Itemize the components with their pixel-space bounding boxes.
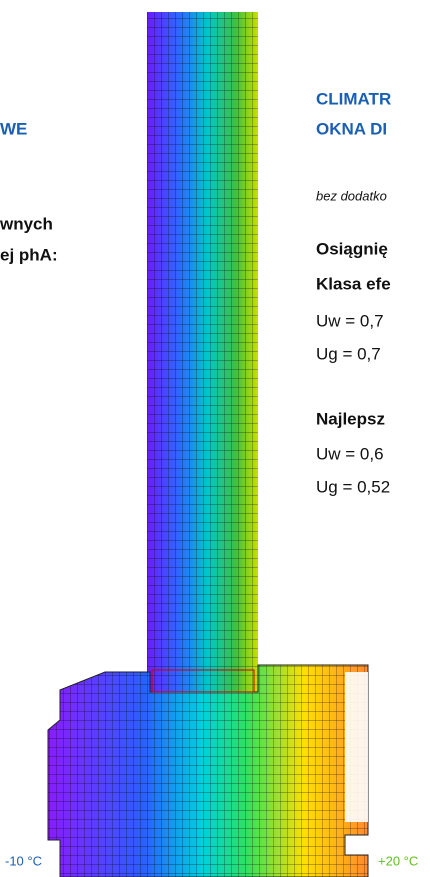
value-text: Ug = 0,52 — [316, 477, 390, 496]
left-heading: WE — [0, 119, 27, 138]
left-text: wnych — [0, 214, 53, 233]
value-text: Uw = 0,7 — [316, 311, 384, 330]
left-text: ej phA: — [0, 245, 58, 264]
subtitle: bez dodatko — [316, 188, 387, 203]
title: OKNA DI — [316, 119, 387, 138]
title: CLIMATR — [316, 89, 391, 108]
section-heading: Najlepsz — [316, 409, 385, 428]
scale-label: +20 °C — [378, 853, 418, 868]
value-text: Uw = 0,6 — [316, 444, 384, 463]
scale-label: -10 °C — [5, 853, 42, 868]
thermal-simulation — [47, 12, 369, 877]
section-heading: Klasa efe — [316, 274, 391, 293]
section-heading: Osiągnię — [316, 239, 388, 258]
value-text: Ug = 0,7 — [316, 344, 381, 363]
